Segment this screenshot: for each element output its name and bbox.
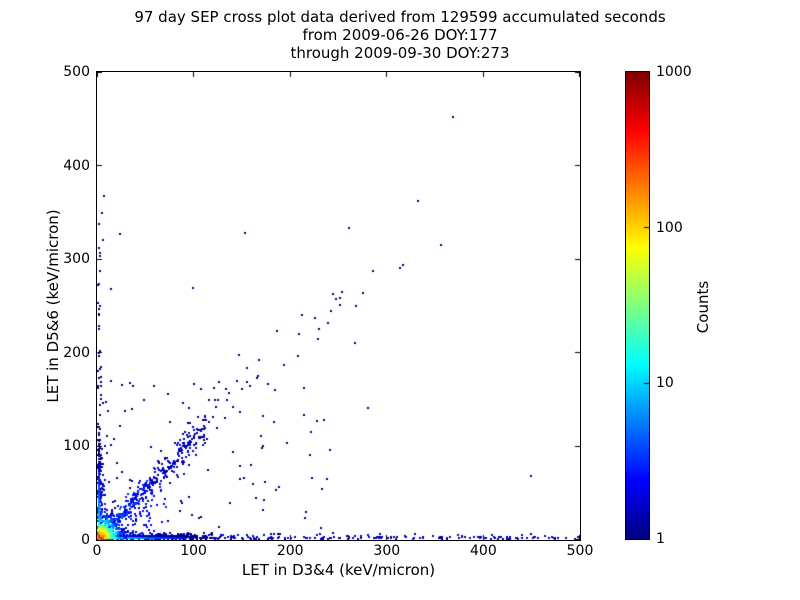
y-tick-label: 300: [63, 251, 90, 268]
colorbar-tick-label: 1000: [656, 64, 692, 80]
title-line-2: from 2009-06-26 DOY:177: [302, 26, 498, 44]
y-tick-label: 400: [63, 157, 90, 174]
colorbar-tick-label: 100: [656, 219, 683, 236]
y-tick-label: 500: [63, 64, 90, 80]
scatter-canvas: [97, 72, 580, 540]
x-tick-label: 0: [92, 543, 102, 559]
title-line-3: through 2009-09-30 DOY:273: [290, 44, 510, 62]
x-axis-label: LET in D3&4 (keV/micron): [241, 561, 436, 579]
colorbar: [625, 71, 650, 540]
x-tick-label: 400: [470, 543, 497, 559]
y-tick-label: 100: [63, 438, 90, 455]
colorbar-tick-label: 10: [656, 375, 674, 392]
chart-title: 97 day SEP cross plot data derived from …: [0, 8, 800, 62]
colorbar-label: Counts: [694, 280, 712, 334]
y-tick-label: 200: [63, 344, 90, 361]
colorbar-gradient: [626, 72, 649, 539]
title-line-1: 97 day SEP cross plot data derived from …: [134, 8, 666, 26]
plot-area: [96, 71, 581, 541]
x-tick-label: 300: [373, 543, 401, 559]
colorbar-tick-label: 1: [656, 531, 665, 547]
y-tick-label: 0: [81, 532, 90, 548]
y-axis-label: LET in D5&6 (keV/micron): [44, 209, 62, 403]
x-tick-label: 200: [276, 543, 304, 559]
x-tick-label: 500: [566, 543, 594, 559]
x-tick-label: 100: [180, 543, 207, 559]
